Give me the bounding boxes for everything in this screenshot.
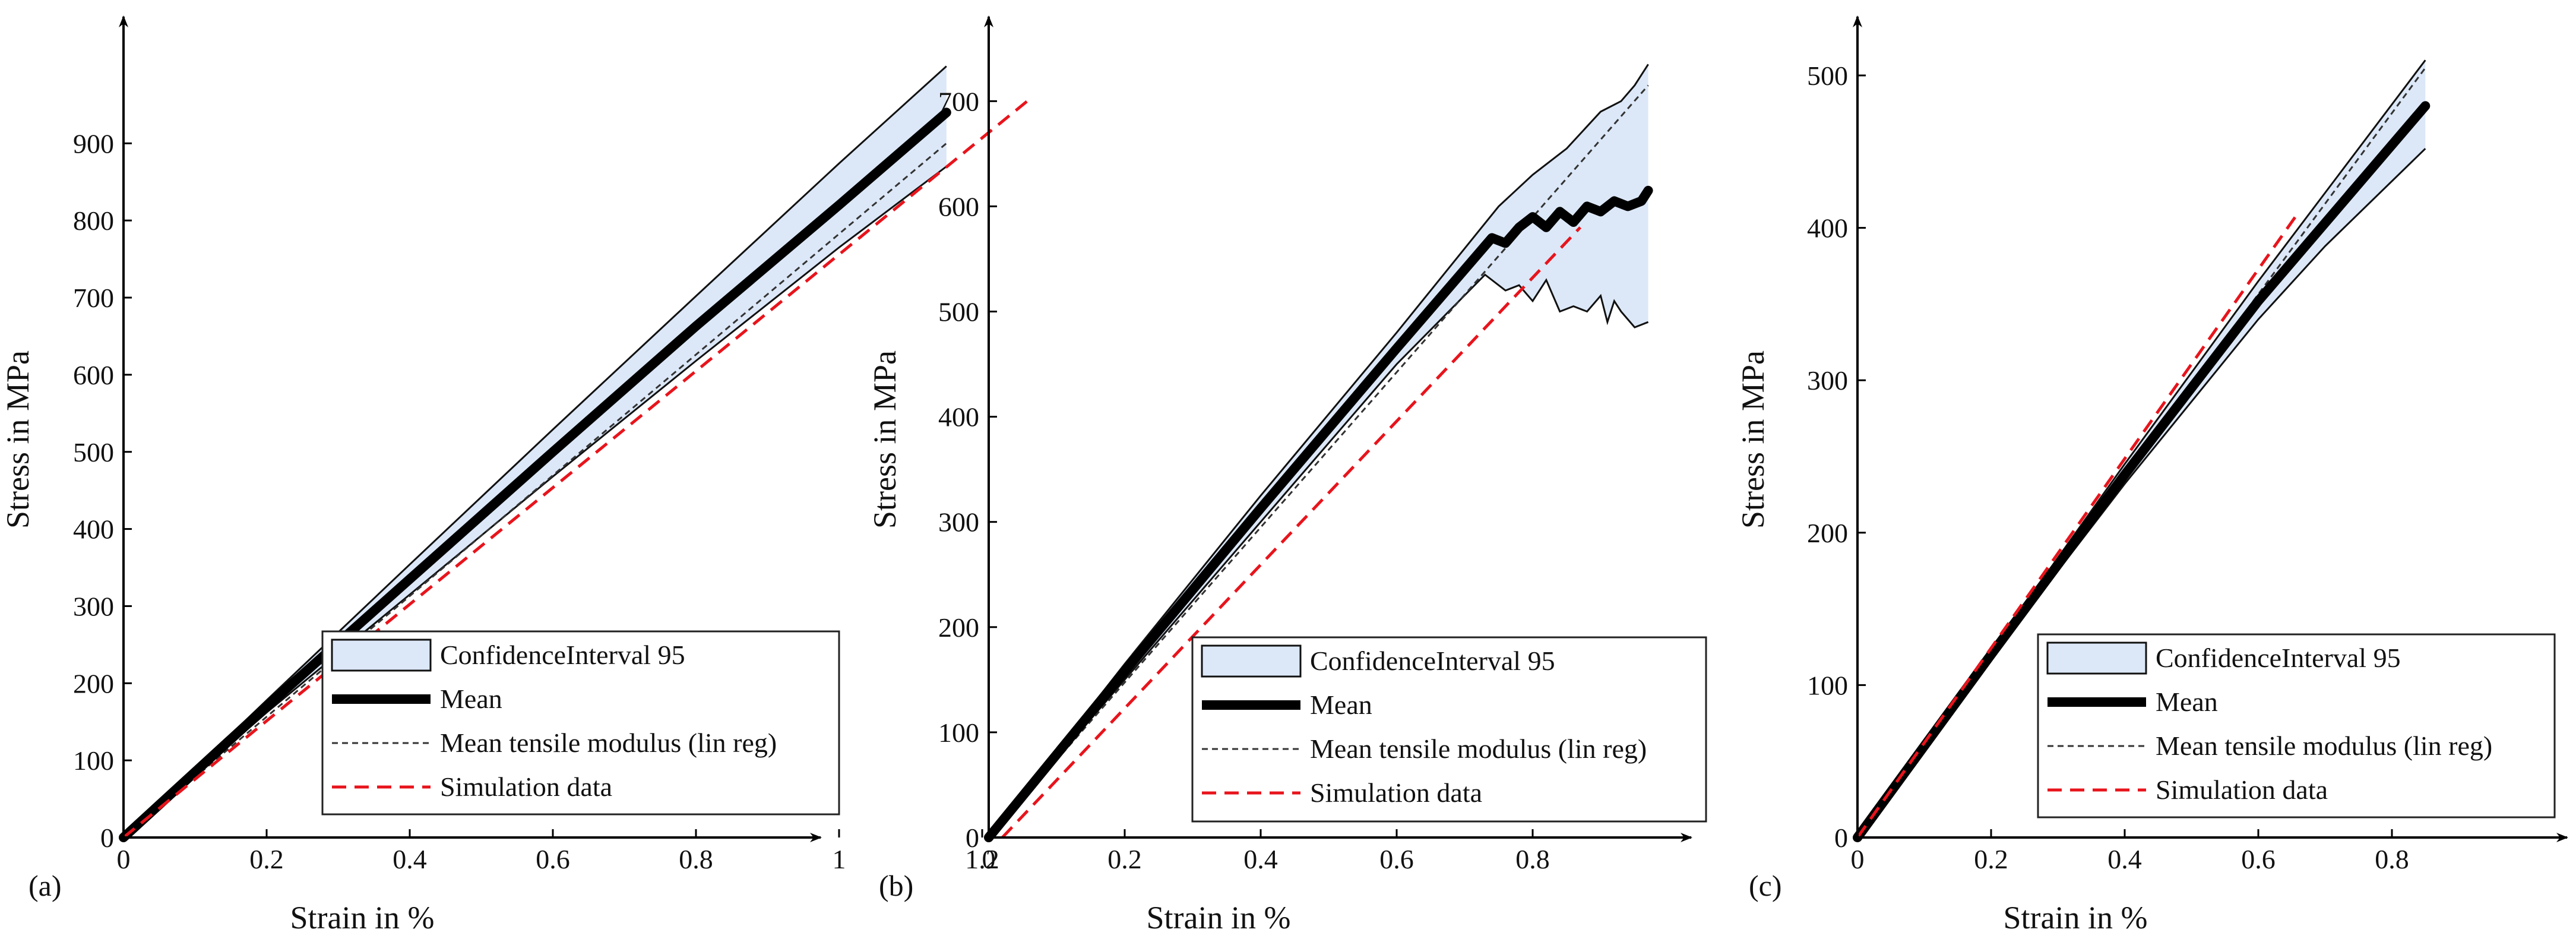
chart-panel-c: 0 0.2 0.4 0.6 0.8 0 100 200 300 400 500 Strain in %… [1735, 15, 2568, 935]
x-tick-label: 1 [833, 844, 846, 874]
legend-swatch-ci [2046, 641, 2147, 675]
y-tick-label: 800 [73, 206, 114, 236]
panel-label: (a) [29, 869, 62, 902]
y-tick-label: 100 [1807, 670, 1848, 700]
legend-label: Mean [1310, 690, 1372, 720]
legend-label: Mean tensile modulus (lin reg) [2156, 731, 2492, 761]
panel-label: (b) [879, 869, 913, 902]
y-tick-label: 400 [73, 514, 114, 545]
legend-label: Mean [2156, 687, 2218, 717]
x-tick-label: 0.8 [679, 844, 713, 874]
simulation-line [1856, 211, 2300, 839]
x-tick-label: 0.4 [393, 844, 427, 874]
y-tick-label: 900 [73, 128, 114, 159]
chart-panel-b: 0 0.2 0.4 0.6 0.8 0 100 200 300 400 500 600 700 Strai… [867, 15, 1707, 935]
y-tick-label: 200 [938, 612, 979, 643]
mean-line [984, 185, 1653, 842]
legend: ConfidenceInterval 95 Mean Mean tensile mo… [2037, 633, 2556, 818]
x-tick-label: 0.2 [1107, 844, 1142, 874]
legend-swatch-ci [331, 639, 432, 672]
legend-label: Mean tensile modulus (lin reg) [1310, 734, 1647, 764]
legend-label: Simulation data [440, 772, 612, 802]
y-tick-label: 100 [938, 718, 979, 748]
x-tick-label: 0 [982, 844, 996, 874]
y-tick-label: 600 [938, 191, 979, 222]
legend-label: ConfidenceInterval 95 [440, 640, 685, 670]
legend-label: Simulation data [2156, 775, 2328, 805]
panel-label: (c) [1749, 869, 1782, 902]
x-tick-label: 0 [117, 844, 131, 874]
ci-upper-line [988, 64, 1649, 838]
y-tick-label: 300 [938, 507, 979, 538]
y-tick-label: 500 [73, 437, 114, 467]
y-axis-title: Stress in MPa [867, 350, 903, 529]
y-tick-label: 400 [938, 402, 979, 432]
x-tick-label: 0.2 [1974, 844, 2008, 874]
x-tick-label: 0.6 [536, 844, 570, 874]
y-tick-label: 0 [966, 823, 979, 853]
mean-line [119, 108, 951, 842]
x-tick-label: 0.8 [1515, 844, 1550, 874]
y-axis-title: Stress in MPa [1735, 350, 1771, 529]
y-tick-label: 300 [73, 591, 114, 621]
legend-label: ConfidenceInterval 95 [2156, 643, 2401, 673]
legend-swatch-ci [1201, 644, 1302, 678]
y-tick-label: 0 [1834, 823, 1848, 853]
x-axis-title: Strain in % [1147, 900, 1291, 935]
legend-label: Mean [440, 684, 502, 714]
x-tick-label: 0.6 [1379, 844, 1414, 874]
y-tick-label: 200 [73, 668, 114, 699]
x-tick-label: 1.2 [965, 844, 999, 874]
x-tick-label: 0.4 [2107, 844, 2142, 874]
legend-label: Mean tensile modulus (lin reg) [440, 728, 777, 758]
y-tick-label: 300 [1807, 365, 1848, 396]
mean-line [1853, 101, 2431, 842]
x-tick-label: 0 [1851, 844, 1865, 874]
ci-lower-line [988, 273, 1649, 838]
y-tick-label: 100 [73, 745, 114, 776]
chart-panel-a: 0 0.2 0.4 0.6 0.8 1 1.201002003004005006007008… [0, 15, 1033, 935]
legend-label: Simulation data [1310, 778, 1482, 808]
legend: ConfidenceInterval 95 Mean Mean tensile mo… [321, 630, 840, 816]
x-axis-title: Strain in % [2004, 900, 2148, 935]
y-tick-label: 0 [100, 823, 114, 853]
legend-label: ConfidenceInterval 95 [1310, 646, 1555, 676]
x-tick-label: 0.8 [2375, 844, 2409, 874]
modulus-line [988, 84, 1649, 838]
y-tick-label: 200 [1807, 518, 1848, 548]
y-tick-label: 700 [73, 283, 114, 313]
modulus-line [123, 143, 947, 839]
y-tick-label: 400 [1807, 213, 1848, 244]
y-tick-label: 700 [938, 86, 979, 116]
y-tick-label: 600 [73, 360, 114, 390]
x-tick-label: 0.6 [2241, 844, 2276, 874]
x-axis-title: Strain in % [290, 900, 435, 935]
y-tick-label: 500 [1807, 61, 1848, 91]
simulation-line [1001, 226, 1582, 839]
y-axis-title: Stress in MPa [0, 350, 36, 529]
y-tick-label: 500 [938, 297, 979, 327]
x-tick-label: 0.2 [249, 844, 284, 874]
legend: ConfidenceInterval 95 Mean Mean tensile mo… [1191, 636, 1707, 823]
ci-band [989, 64, 1648, 837]
x-tick-label: 0.4 [1243, 844, 1278, 874]
simulation-line [122, 96, 1033, 839]
